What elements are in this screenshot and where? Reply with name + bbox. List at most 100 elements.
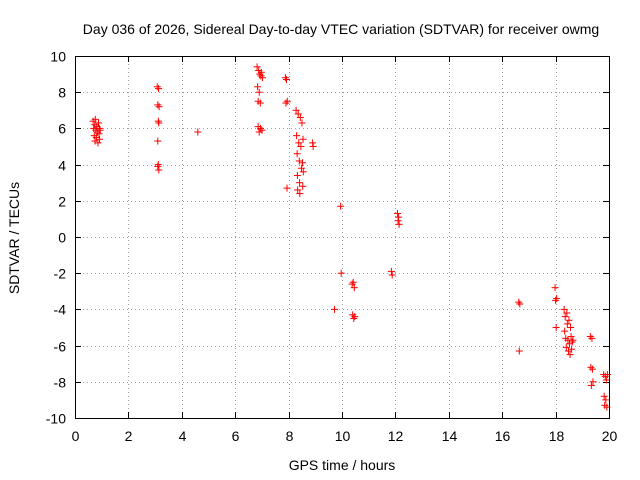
- x-tick-label: 18: [549, 428, 565, 444]
- data-point: [388, 271, 396, 279]
- data-point: [154, 162, 162, 170]
- data-point: [395, 220, 403, 228]
- plot-frame: [75, 56, 610, 419]
- x-tick-label: 20: [602, 428, 618, 444]
- y-tick-label: 0: [58, 230, 66, 246]
- data-point: [562, 343, 570, 351]
- data-point: [588, 334, 596, 342]
- data-point: [566, 351, 574, 359]
- data-point: [257, 72, 265, 80]
- data-point: [567, 324, 575, 331]
- data-point: [91, 115, 99, 123]
- data-point: [154, 101, 162, 109]
- data-point: [153, 83, 161, 91]
- y-axis-label: SDTVAR / TECUs: [6, 182, 22, 294]
- data-point: [568, 338, 576, 346]
- data-point: [567, 333, 575, 341]
- data-point: [94, 139, 102, 147]
- data-point: [283, 184, 291, 192]
- data-point: [254, 83, 262, 91]
- data-point: [283, 97, 291, 105]
- data-point: [387, 267, 395, 275]
- data-point: [298, 159, 306, 167]
- data-point: [586, 333, 594, 341]
- data-point: [154, 117, 162, 125]
- y-tick-label: -8: [54, 375, 67, 391]
- data-point: [587, 381, 595, 389]
- y-tick-label: 10: [50, 49, 66, 65]
- data-point: [294, 110, 302, 118]
- y-tick-label: 8: [58, 85, 66, 101]
- data-point: [602, 396, 610, 404]
- data-point: [282, 99, 290, 107]
- data-point: [293, 171, 301, 179]
- data-point: [282, 76, 290, 84]
- data-point: [258, 74, 266, 82]
- x-tick-label: 2: [125, 428, 133, 444]
- data-point: [563, 320, 571, 328]
- data-point: [561, 313, 569, 321]
- y-tick-label: -4: [54, 302, 67, 318]
- data-point: [568, 345, 576, 353]
- data-point: [255, 88, 263, 96]
- data-point: [94, 119, 102, 127]
- data-point: [589, 378, 597, 386]
- data-point: [91, 137, 99, 145]
- x-tick-label: 14: [442, 428, 458, 444]
- data-point: [588, 365, 596, 373]
- y-tick-label: -2: [54, 266, 67, 282]
- data-point: [296, 190, 304, 198]
- x-tick-label: 4: [179, 428, 187, 444]
- x-tick-label: 16: [495, 428, 511, 444]
- data-point: [297, 143, 305, 150]
- data-point: [350, 284, 358, 292]
- data-point: [293, 150, 301, 158]
- data-point: [563, 309, 571, 317]
- data-point: [552, 324, 560, 331]
- data-point: [95, 124, 103, 132]
- x-tick-label: 6: [232, 428, 240, 444]
- data-point: [257, 124, 265, 132]
- data-point: [394, 209, 402, 217]
- data-point: [154, 137, 162, 145]
- data-point: [253, 63, 261, 71]
- data-point: [349, 278, 357, 286]
- data-point: [296, 179, 304, 187]
- data-point: [155, 85, 163, 93]
- data-point: [194, 128, 202, 136]
- data-point: [564, 347, 572, 355]
- data-point: [553, 295, 561, 303]
- data-point: [257, 68, 265, 76]
- data-point: [565, 316, 573, 324]
- data-point: [256, 70, 264, 78]
- data-point: [295, 139, 303, 147]
- data-point: [515, 347, 523, 355]
- data-point: [561, 327, 569, 335]
- y-tick-label: 2: [58, 194, 66, 210]
- data-point: [350, 314, 358, 322]
- data-point: [281, 74, 289, 82]
- data-point: [298, 119, 306, 127]
- chart-title: Day 036 of 2026, Sidereal Day-to-day VTE…: [83, 21, 599, 37]
- x-tick-label: 10: [335, 428, 351, 444]
- data-point: [155, 103, 163, 111]
- y-tick-label: 4: [58, 158, 66, 174]
- data-point: [331, 305, 339, 313]
- data-point: [587, 363, 595, 371]
- grid: [75, 56, 609, 418]
- data-point: [292, 106, 300, 114]
- data-point: [299, 182, 307, 190]
- data-point: [516, 300, 524, 308]
- data-point: [154, 161, 162, 169]
- data-point: [96, 126, 104, 134]
- x-tick-label: 12: [388, 428, 404, 444]
- x-axis-label: GPS time / hours: [289, 457, 396, 473]
- data-point: [96, 135, 104, 143]
- data-point: [395, 213, 403, 221]
- data-point: [258, 126, 266, 134]
- data-point: [600, 392, 608, 400]
- tick-labels: 0 2 4 6 8 10 12 14 16 18 20 -10 -8 -6 -4 -2 0 2 4 6 8 10: [46, 49, 618, 445]
- data-point: [348, 280, 356, 288]
- data-point: [294, 186, 302, 194]
